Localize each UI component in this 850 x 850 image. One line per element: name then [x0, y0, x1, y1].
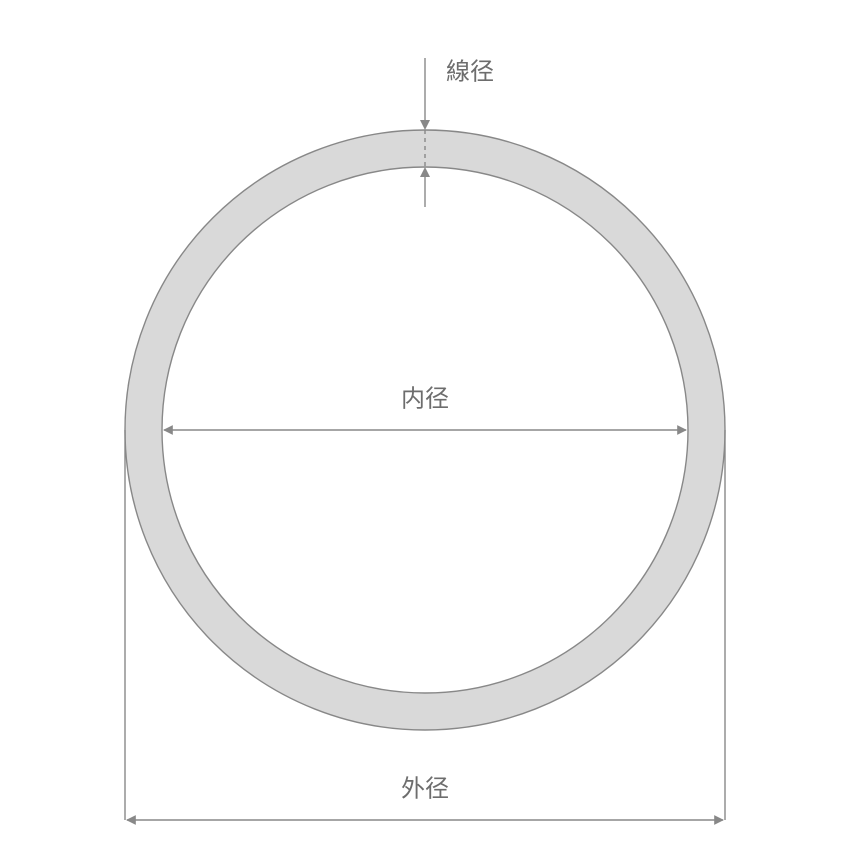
outer-diameter-label: 外径 — [401, 775, 449, 802]
ring-dimension-diagram: 線径 内径 外径 — [0, 0, 850, 850]
wire-arrowhead-down — [420, 120, 430, 130]
wire-diameter-label: 線径 — [446, 58, 494, 85]
inner-diameter-label: 内径 — [401, 385, 449, 412]
